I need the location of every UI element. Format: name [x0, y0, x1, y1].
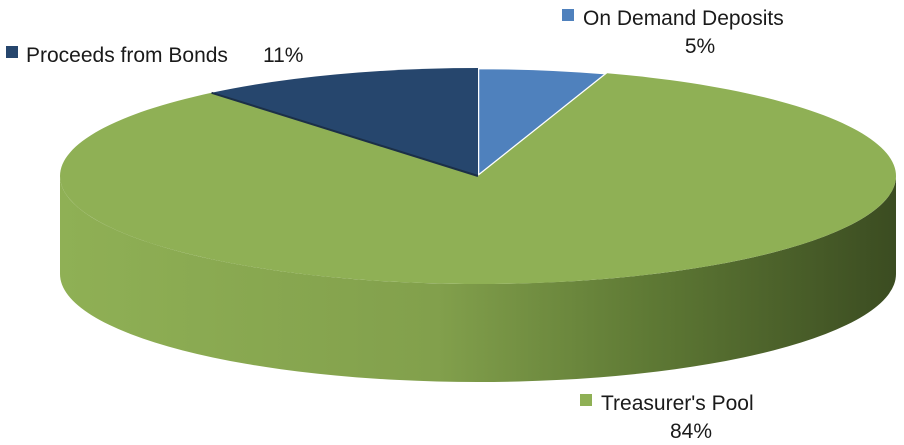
pie-top-layer [59, 66, 897, 285]
pie-side-wall [60, 176, 896, 382]
slice-label-on-demand-deposits: On Demand Deposits [583, 7, 784, 30]
pie-slice-on-demand-deposits [476, 66, 609, 178]
slice-value-on-demand-deposits: 5% [685, 35, 715, 58]
pie-slice-proceeds-from-bonds [211, 68, 479, 176]
slice-value-proceeds-from-bonds: 11% [263, 44, 303, 67]
legend-marker-treasurers-pool [580, 394, 592, 406]
legend-marker-on-demand-deposits [562, 9, 574, 21]
slice-value-treasurers-pool: 84% [670, 420, 712, 443]
pie-slice-edge [211, 91, 479, 177]
pie-side-layer [60, 176, 896, 382]
slice-label-proceeds-from-bonds: Proceeds from Bonds [26, 44, 228, 67]
legend-marker-proceeds-from-bonds [6, 46, 18, 58]
pie-slice-treasurer-s-pool [59, 73, 897, 285]
slice-label-treasurers-pool: Treasurer's Pool [601, 392, 754, 415]
